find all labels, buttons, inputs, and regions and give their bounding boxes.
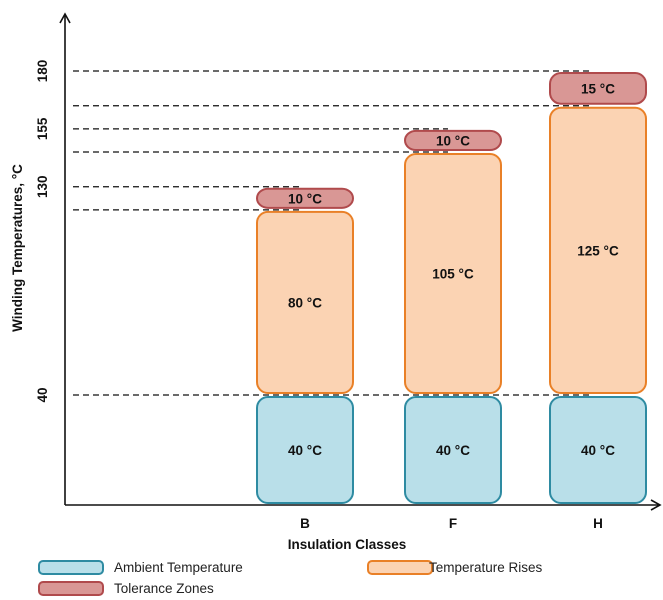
legend-item-tolerance: Tolerance Zones bbox=[38, 581, 214, 596]
x-tick-label-B: B bbox=[300, 516, 310, 531]
legend-swatch-ambient bbox=[38, 560, 104, 575]
y-tick-label-130: 130 bbox=[35, 175, 50, 198]
legend-item-ambient: Ambient Temperature bbox=[38, 560, 243, 575]
data-label-B-0: 40 °C bbox=[288, 443, 322, 458]
legend-item-rises: Temperature Rises bbox=[367, 560, 542, 575]
bar-B-1 bbox=[256, 210, 354, 394]
x-axis-arrow bbox=[650, 499, 662, 511]
data-label-F-1: 105 °C bbox=[432, 267, 474, 282]
bar-H-2 bbox=[549, 72, 647, 105]
bar-B-2 bbox=[256, 187, 354, 209]
data-label-H-2: 15 °C bbox=[581, 81, 615, 96]
legend-swatch-tolerance bbox=[38, 581, 104, 596]
bar-H-0 bbox=[549, 396, 647, 504]
x-tick-label-F: F bbox=[449, 516, 457, 531]
data-label-F-0: 40 °C bbox=[436, 443, 470, 458]
x-tick-label-H: H bbox=[593, 516, 603, 531]
y-tick-label-40: 40 bbox=[35, 387, 50, 402]
data-label-B-2: 10 °C bbox=[288, 191, 322, 206]
bar-H-1 bbox=[549, 106, 647, 394]
bar-F-1 bbox=[404, 153, 502, 394]
legend-label-tolerance: Tolerance Zones bbox=[114, 581, 214, 596]
legend-label-ambient: Ambient Temperature bbox=[114, 560, 243, 575]
x-axis-title: Insulation Classes bbox=[288, 537, 407, 552]
bar-F-2 bbox=[404, 129, 502, 152]
y-axis-arrow bbox=[59, 12, 71, 24]
bar-F-0 bbox=[404, 396, 502, 504]
bar-B-0 bbox=[256, 396, 354, 504]
y-tick-label-155: 155 bbox=[35, 117, 50, 140]
data-label-H-1: 125 °C bbox=[577, 243, 619, 258]
legend-swatch-rises bbox=[367, 560, 433, 575]
legend-label-rises: Temperature Rises bbox=[429, 560, 543, 575]
data-label-H-0: 40 °C bbox=[581, 443, 615, 458]
data-label-B-1: 80 °C bbox=[288, 295, 322, 310]
y-tick-label-180: 180 bbox=[35, 60, 50, 83]
y-axis-title: Winding Temperatures, °C bbox=[10, 164, 25, 332]
data-label-F-2: 10 °C bbox=[436, 133, 470, 148]
